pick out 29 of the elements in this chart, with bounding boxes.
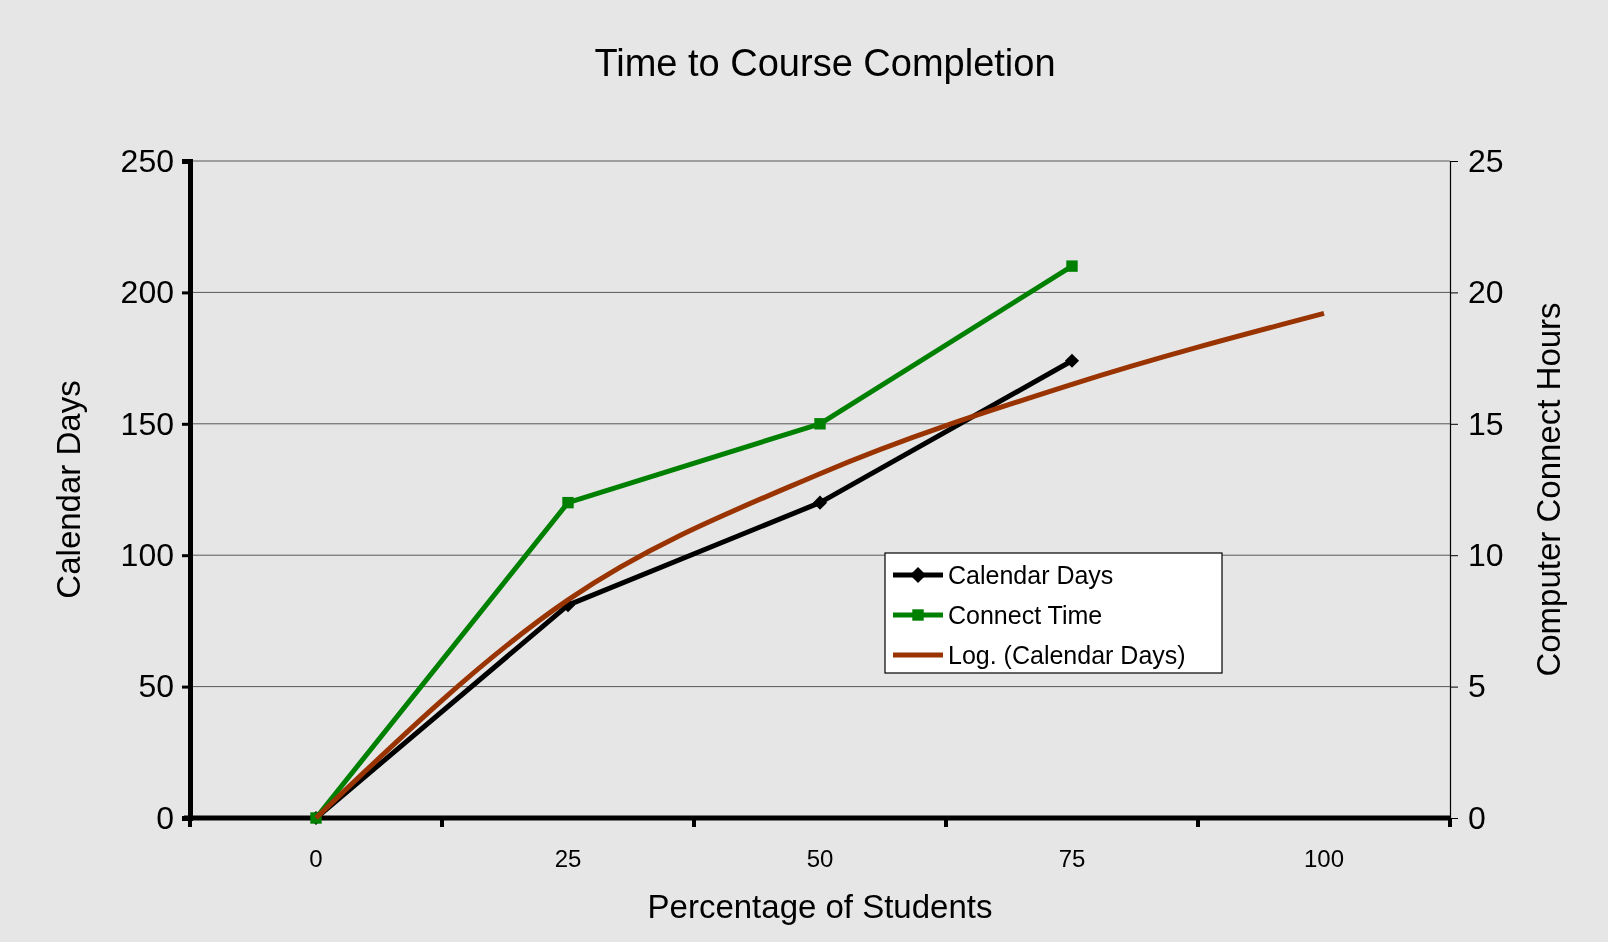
- legend-label: Log. (Calendar Days): [948, 641, 1186, 669]
- y2-tick-label: 25: [1468, 142, 1504, 179]
- x-tick-label: 0: [309, 845, 323, 872]
- point: [1066, 260, 1078, 272]
- y2-tick-label: 20: [1468, 274, 1504, 311]
- x-tick-label: 75: [1058, 845, 1086, 872]
- y-tick-label: 0: [156, 799, 174, 836]
- x-axis-title: Percentage of Students: [647, 888, 993, 925]
- y-tick-label: 100: [120, 536, 174, 573]
- point: [814, 418, 826, 430]
- x-tick-label: 100: [1303, 845, 1345, 872]
- y2-axis-title: Computer Connect Hours: [1530, 302, 1567, 677]
- point: [1064, 353, 1080, 368]
- y-axis-title: Calendar Days: [50, 380, 87, 599]
- point: [812, 495, 828, 510]
- chart-title: Time to Course Completion: [594, 42, 1056, 84]
- y-tick-label: 150: [120, 405, 174, 442]
- y2-tick-label: 0: [1468, 799, 1486, 836]
- legend-label: Connect Time: [948, 601, 1103, 629]
- y-tick-label: 50: [138, 668, 174, 705]
- x-tick-label: 25: [554, 845, 582, 872]
- y2-tick-label: 15: [1468, 405, 1504, 442]
- point: [562, 496, 574, 509]
- y-tick-label: 250: [120, 142, 174, 179]
- x-tick-label: 50: [806, 845, 834, 872]
- y2-tick-label: 5: [1468, 668, 1486, 705]
- legend-label: Calendar Days: [948, 561, 1114, 589]
- y-tick-label: 200: [120, 274, 174, 311]
- y2-tick-label: 10: [1468, 536, 1504, 573]
